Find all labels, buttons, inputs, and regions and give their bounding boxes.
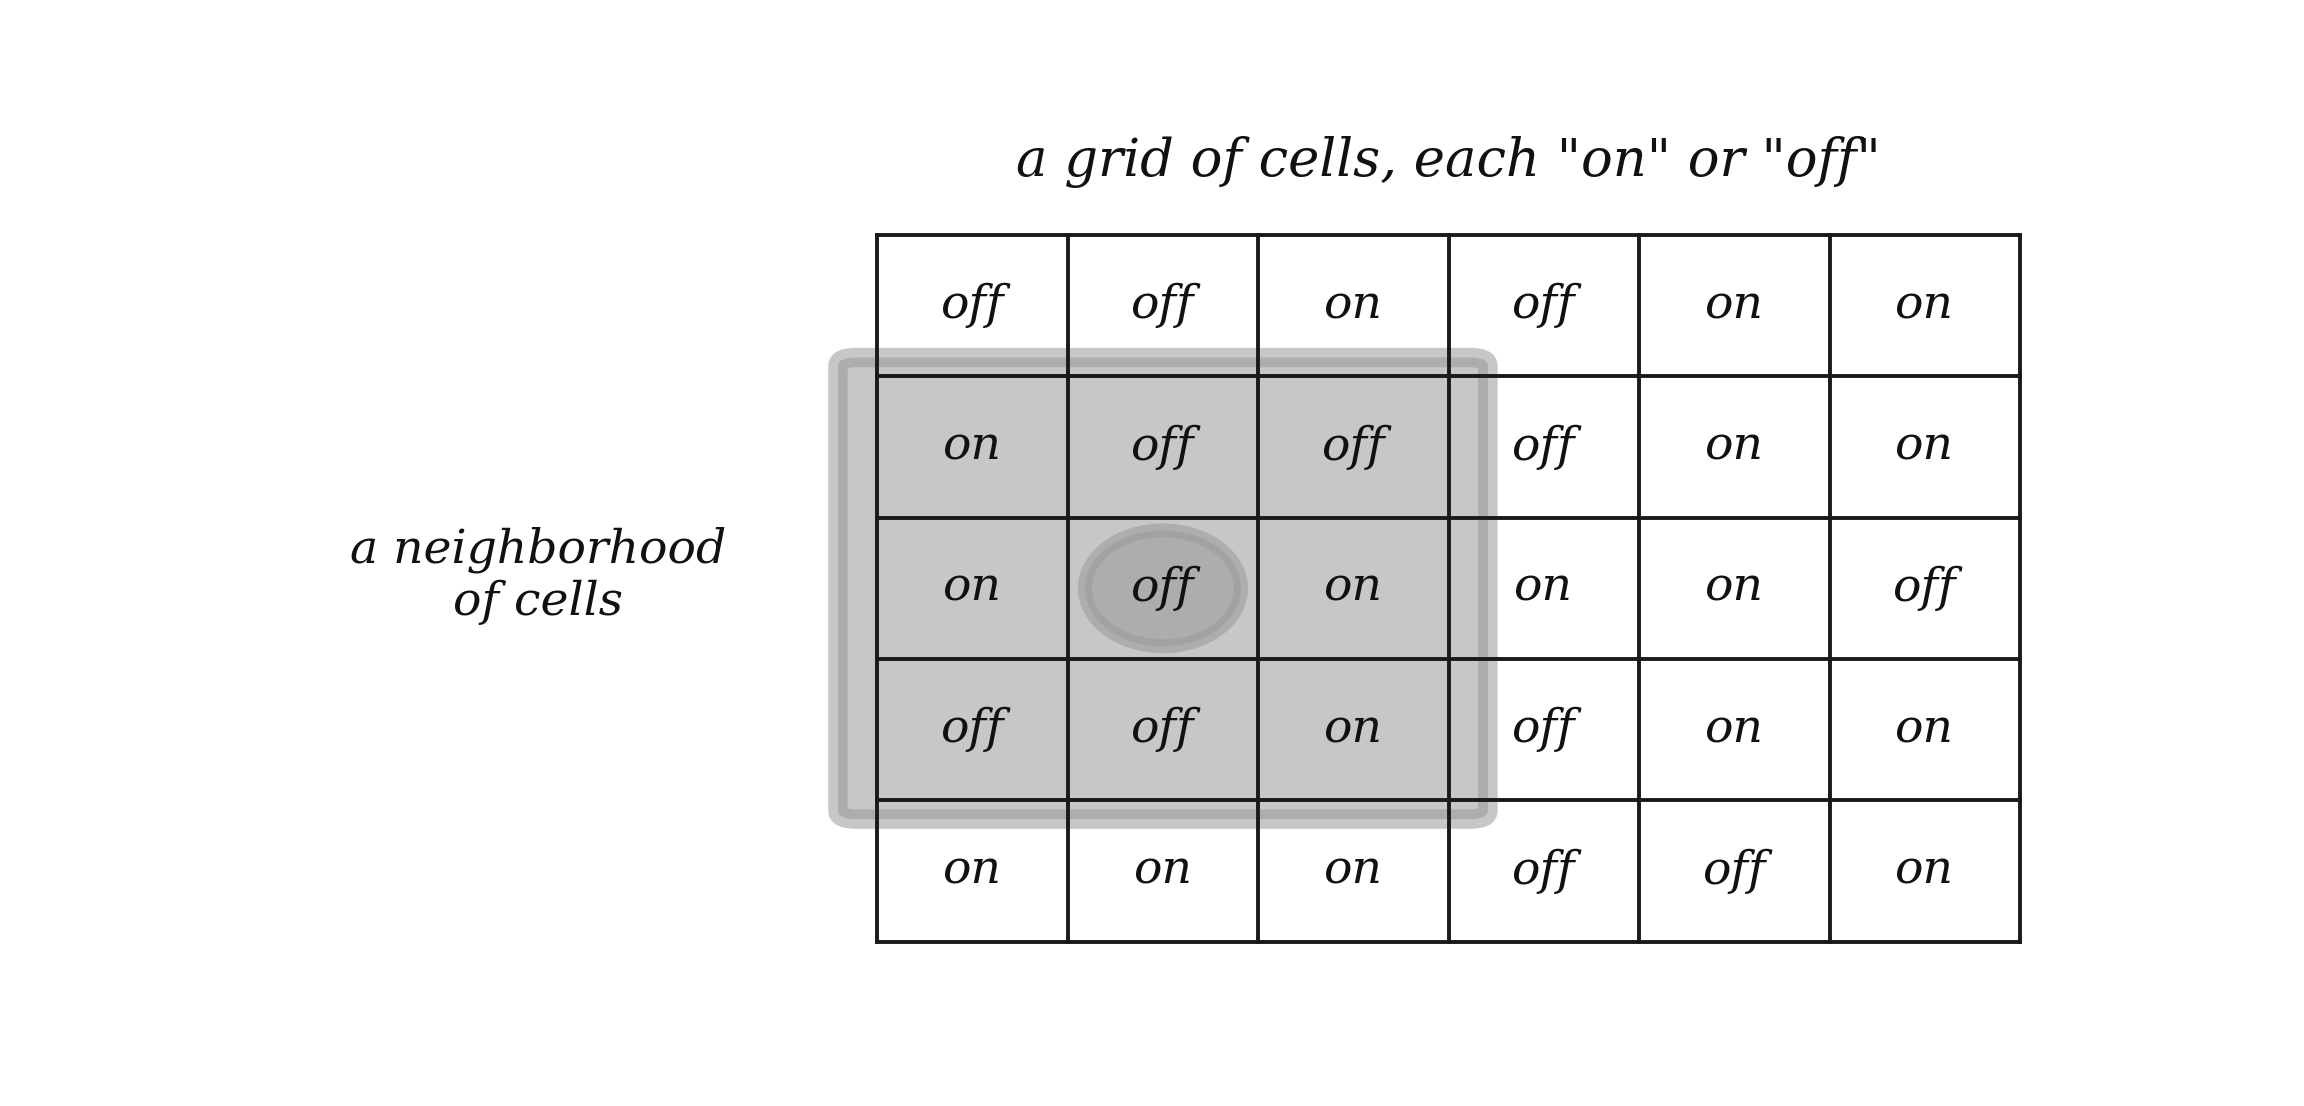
FancyBboxPatch shape xyxy=(839,357,1488,820)
Text: on: on xyxy=(1325,707,1382,752)
Text: a grid of cells, each "on" or "off": a grid of cells, each "on" or "off" xyxy=(1016,136,1880,188)
Text: on: on xyxy=(942,848,1002,894)
Text: off: off xyxy=(1131,283,1196,328)
Text: on: on xyxy=(1705,283,1765,328)
Text: on: on xyxy=(942,565,1002,611)
Text: off: off xyxy=(1322,425,1385,470)
Text: on: on xyxy=(1514,565,1574,611)
Text: on: on xyxy=(942,425,1002,470)
Text: off: off xyxy=(1131,707,1196,752)
Text: off: off xyxy=(1511,707,1576,752)
Text: a neighborhood
of cells: a neighborhood of cells xyxy=(350,526,726,625)
Text: on: on xyxy=(1325,565,1382,611)
Text: on: on xyxy=(1705,425,1765,470)
Text: on: on xyxy=(1705,707,1765,752)
Text: off: off xyxy=(1511,425,1576,470)
Text: on: on xyxy=(1325,283,1382,328)
Text: on: on xyxy=(1325,848,1382,894)
Text: on: on xyxy=(1134,848,1193,894)
Text: off: off xyxy=(1511,848,1576,894)
Text: on: on xyxy=(1896,848,1954,894)
Text: off: off xyxy=(1131,425,1196,470)
Text: on: on xyxy=(1896,425,1954,470)
Text: off: off xyxy=(1894,565,1956,611)
Text: on: on xyxy=(1896,707,1954,752)
Ellipse shape xyxy=(1085,531,1242,646)
Text: off: off xyxy=(940,283,1005,328)
Text: off: off xyxy=(1703,848,1767,894)
Text: on: on xyxy=(1705,565,1765,611)
Text: off: off xyxy=(940,707,1005,752)
Text: off: off xyxy=(1511,283,1576,328)
Text: off: off xyxy=(1131,565,1196,611)
Text: on: on xyxy=(1896,283,1954,328)
